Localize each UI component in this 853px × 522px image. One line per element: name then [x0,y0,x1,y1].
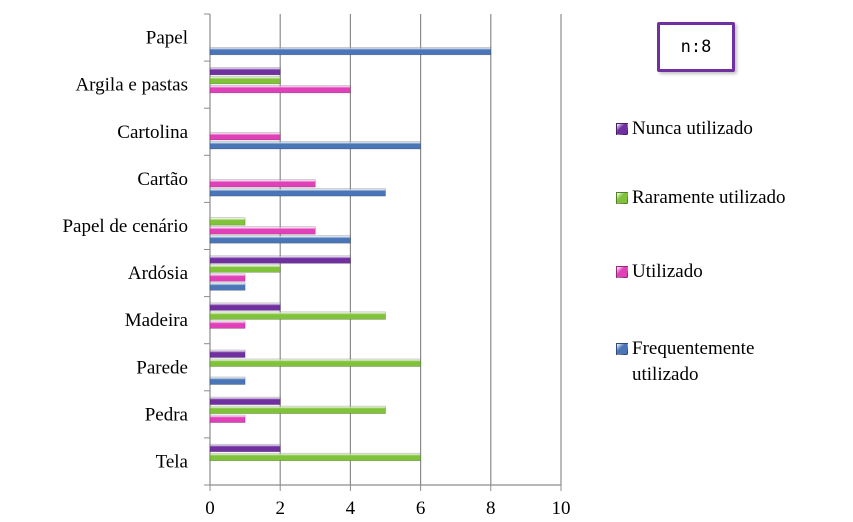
category-label: Parede [136,357,188,378]
x-tick-label: 6 [416,498,426,519]
bar [209,273,246,282]
x-tick-label: 8 [486,498,496,519]
bar [209,443,281,453]
bar [209,188,386,197]
legend-swatch [616,343,628,355]
legend-item: Utilizado [616,259,703,285]
x-tick-label: 0 [205,498,215,519]
legend-swatch [616,123,628,135]
bar [209,85,351,94]
legend-item: Frequentemente utilizado [616,336,807,388]
category-label: Cartão [137,169,188,190]
bar [209,358,421,367]
bar [209,320,246,329]
bar [209,217,246,226]
legend-item: Nunca utilizado [616,116,753,142]
category-label: Papel [146,28,188,49]
bar [209,311,386,320]
category-label: Ardósia [128,263,189,284]
x-tick-label: 2 [275,498,285,519]
x-tick-label: 10 [552,498,571,519]
bar [209,405,386,414]
bar [209,141,421,150]
bar [209,67,281,76]
category-label: Madeira [125,310,189,331]
legend-swatch [616,266,628,278]
bar [209,396,281,405]
category-label: Tela [156,451,189,472]
legend-label: Raramente utilizado [632,187,786,208]
bar [209,302,281,311]
bar [209,76,281,85]
legend-label: Utilizado [632,261,703,282]
category-label: Cartolina [117,122,188,143]
bar [209,255,351,264]
bar [209,349,246,358]
sample-size-note: n:8 [657,22,735,72]
category-label: Pedra [145,404,189,425]
bar [209,235,351,244]
bar [209,282,246,291]
legend-item: Raramente utilizado [616,185,786,211]
bar [209,179,316,188]
legend-swatch [616,192,628,204]
bar [209,226,316,235]
bar [209,264,281,273]
bar [209,132,281,141]
category-label: Argila e pastas [75,75,188,96]
category-label: Papel de cenário [62,216,188,237]
bar [209,452,421,462]
x-tick-label: 4 [346,498,356,519]
bar [209,376,246,385]
legend-label: Frequentemente utilizado [632,338,755,385]
bar [209,46,492,56]
legend-label: Nunca utilizado [632,118,753,139]
sample-size-text: n:8 [680,37,712,57]
bar [209,414,246,423]
